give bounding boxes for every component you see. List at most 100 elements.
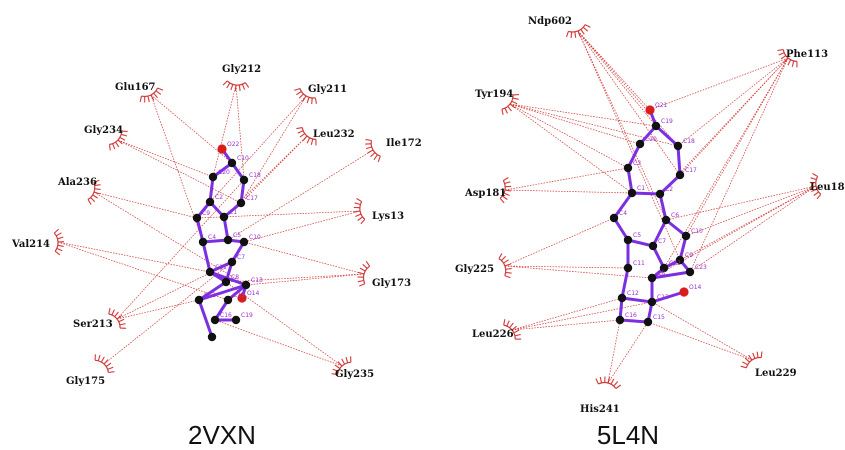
atom-label: C11: [215, 264, 227, 271]
residue-arc: [359, 201, 366, 220]
residue-tick: [365, 260, 371, 267]
carbon-atom: [192, 213, 202, 223]
carbon-atom: [659, 263, 669, 273]
atom-label: C11: [633, 260, 645, 267]
residue-tick: [504, 263, 511, 267]
residue-arc: [503, 324, 516, 340]
atom-label: C15: [233, 292, 245, 299]
residue-tick: [114, 311, 119, 318]
carbon-atom: [223, 295, 233, 305]
residue-tick: [56, 247, 63, 252]
residue-tick: [365, 138, 372, 142]
residue-tick: [752, 352, 756, 359]
oxygen-atom: [645, 105, 655, 115]
hydrophobic-contact-line: [240, 95, 307, 204]
residue-tick: [582, 26, 589, 32]
residue-tick: [357, 216, 363, 221]
residue-tick: [504, 107, 508, 114]
residue-arc: [141, 87, 159, 98]
residue-tick: [501, 255, 507, 261]
panel-title: 2VXN: [188, 420, 256, 450]
residue-label: Gly212: [222, 64, 261, 75]
residue-gly211: Gly211: [294, 84, 347, 105]
residue-label: Gly235: [335, 369, 374, 380]
carbon-atom: [675, 170, 685, 180]
residue-tick: [810, 185, 817, 188]
ligand-bond: [626, 238, 655, 248]
residue-tick: [613, 381, 619, 387]
contact-lines: [504, 30, 817, 384]
hydrophobic-contact-line: [677, 57, 789, 147]
residue-label: Ile172: [386, 138, 422, 149]
residue-tick: [356, 198, 362, 203]
residue-tick: [365, 146, 372, 150]
hydrophobic-contact-line: [659, 57, 789, 195]
atom-label: C17: [685, 167, 697, 174]
hydrophobic-contact-line: [665, 185, 817, 221]
residue-label: Leu232: [313, 129, 355, 140]
residue-tick: [108, 371, 115, 374]
residue-arc: [53, 232, 59, 252]
residue-tick: [310, 138, 314, 145]
residue-tick: [513, 329, 520, 334]
atom-label: C23: [695, 264, 707, 271]
residue-tick: [115, 141, 120, 148]
residue-tick: [357, 279, 364, 283]
residue-tick: [234, 84, 237, 92]
hydrophobic-contact-line: [57, 241, 229, 301]
hydrophobic-contact-line: [685, 57, 789, 237]
residue-tick: [53, 228, 60, 234]
residue-leu229: Leu229: [740, 351, 797, 379]
ligand-bond: [630, 191, 662, 196]
residue-arc: [109, 131, 123, 145]
carbon-atom: [210, 315, 220, 325]
residue-ser213: Ser213: [73, 307, 127, 330]
atom-label: C18: [249, 172, 261, 179]
residue-arc: [370, 140, 381, 157]
residue-label: Val214: [11, 239, 50, 250]
atom-label: C19: [241, 312, 253, 319]
hydrophobic-contact-line: [577, 30, 679, 147]
residue-tick: [355, 213, 362, 218]
hydrophobic-contact-line: [511, 301, 653, 331]
residue-tick: [503, 259, 509, 264]
residue-arc: [501, 94, 514, 110]
residue-tick: [359, 283, 366, 287]
hydrophobic-contact-line: [577, 30, 681, 176]
ligand-bond: [612, 191, 634, 220]
residue-val214: Val214: [11, 228, 65, 256]
atom-label: C1: [229, 209, 237, 216]
residue-tick: [499, 197, 505, 204]
residue-tick: [302, 135, 308, 141]
residue-tick: [812, 173, 818, 177]
carbon-atom: [231, 315, 241, 325]
carbon-atom: [647, 273, 657, 283]
residue-tick: [787, 59, 792, 66]
ligand-atoms: O21 C19 C20 C18 C3 C17 C1 C2 C4 C6 C5 C10 C7 C9 C11 C22…: [609, 102, 707, 327]
hydrophobic-contact-line: [243, 210, 361, 243]
residue-tick: [100, 356, 105, 363]
residue-gly235: Gly235: [331, 356, 374, 380]
residue-arc: [87, 182, 96, 201]
atom-label: C15: [653, 314, 665, 321]
residue-tick: [501, 108, 504, 116]
carbon-atom: [655, 189, 665, 199]
atom-label: C19: [661, 118, 673, 125]
residue-tick: [112, 143, 116, 150]
residue-label: Ala236: [57, 177, 97, 188]
carbon-atom: [219, 212, 229, 222]
atom-label: C2: [215, 194, 223, 201]
residue-tick: [504, 181, 511, 185]
residue-tick: [108, 144, 111, 151]
carbon-atom: [675, 255, 685, 265]
residue-label: Gly225: [455, 264, 494, 275]
residue-tick: [332, 368, 339, 372]
residue-ile172: Ile172: [365, 138, 422, 163]
residue-tick: [610, 378, 615, 385]
atom-label: C13: [251, 277, 263, 284]
residue-tick: [607, 377, 611, 384]
residue-tick: [119, 136, 126, 141]
residue-tick: [294, 87, 301, 91]
residue-tick: [511, 100, 518, 105]
atom-label: C4: [208, 234, 216, 241]
